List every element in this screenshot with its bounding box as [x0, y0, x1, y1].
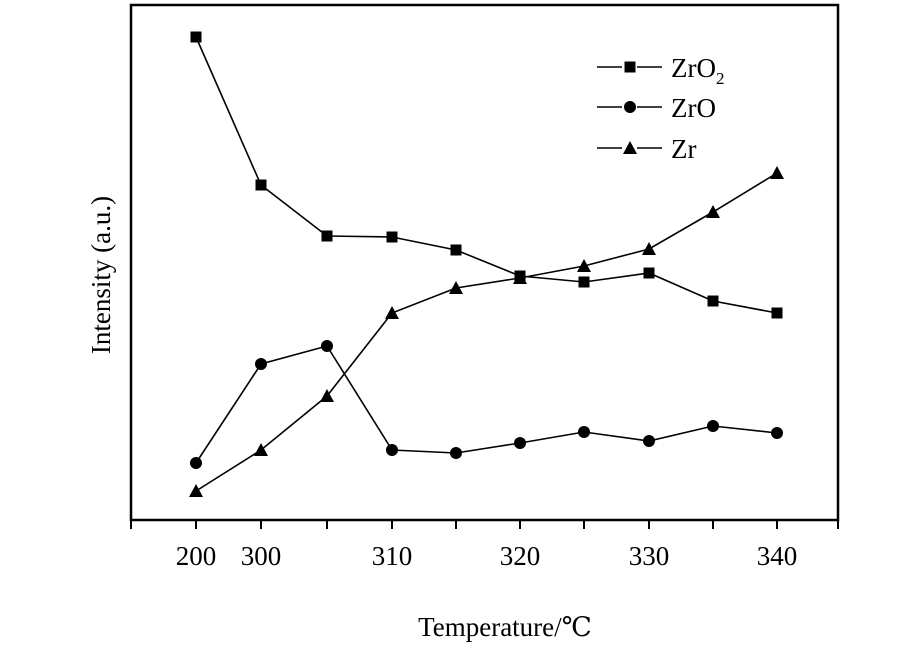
x-tick-label: 340: [757, 541, 798, 571]
data-point-triangle: [320, 389, 334, 402]
legend-marker-triangle: [623, 141, 637, 154]
data-point-circle: [450, 447, 462, 459]
data-point-square: [643, 267, 655, 279]
data-point-square: [707, 295, 719, 307]
legend-label: Zr: [671, 134, 696, 164]
data-point-square: [386, 231, 398, 243]
legend-item: Zr: [597, 134, 696, 164]
series-line: [195, 345, 778, 464]
data-point-circle: [707, 420, 719, 432]
x-tick-label: 310: [372, 541, 413, 571]
x-ticks: 200 300 310 320 330 340: [130, 520, 839, 571]
y-axis-label: Intensity (a.u.): [86, 196, 116, 354]
data-point-triangle: [706, 205, 720, 218]
data-point-circle: [190, 457, 202, 469]
data-point-circle: [643, 435, 655, 447]
legend-item: ZrO: [597, 93, 716, 123]
x-tick-label: 320: [500, 541, 541, 571]
x-tick-label: 330: [629, 541, 670, 571]
x-tick-label: 300: [241, 541, 282, 571]
data-point-circle: [514, 437, 526, 449]
plot-frame: [129, 3, 840, 522]
legend-label: ZrO2: [671, 53, 724, 88]
series-line: [195, 172, 778, 492]
x-axis-label: Temperature/℃: [418, 612, 592, 642]
legend-item: ZrO2: [597, 53, 724, 88]
data-point-circle: [255, 358, 267, 370]
data-point-triangle: [770, 166, 784, 179]
data-point-circle: [321, 340, 333, 352]
data-point-triangle: [642, 242, 656, 255]
data-point-triangle: [577, 259, 591, 272]
series-circle: [190, 340, 783, 469]
data-point-triangle: [449, 281, 463, 294]
legend-label: ZrO: [671, 93, 716, 123]
legend-marker-circle: [624, 101, 636, 113]
x-tick-label: 200: [176, 541, 217, 571]
data-point-square: [771, 307, 783, 319]
series-line: [195, 36, 778, 314]
data-point-circle: [386, 444, 398, 456]
data-point-circle: [771, 427, 783, 439]
series-group: [189, 31, 784, 497]
data-point-triangle: [385, 306, 399, 319]
legend: ZrO2 ZrO Zr: [597, 53, 724, 164]
data-point-triangle: [513, 271, 527, 284]
data-point-square: [255, 179, 267, 191]
data-point-square: [321, 230, 333, 242]
series-triangle: [189, 166, 784, 497]
data-point-circle: [578, 426, 590, 438]
data-point-square: [450, 244, 462, 256]
data-point-triangle: [189, 484, 203, 497]
data-point-square: [578, 276, 590, 288]
data-point-square: [190, 31, 202, 43]
data-point-triangle: [254, 443, 268, 456]
legend-marker-square: [624, 61, 636, 73]
